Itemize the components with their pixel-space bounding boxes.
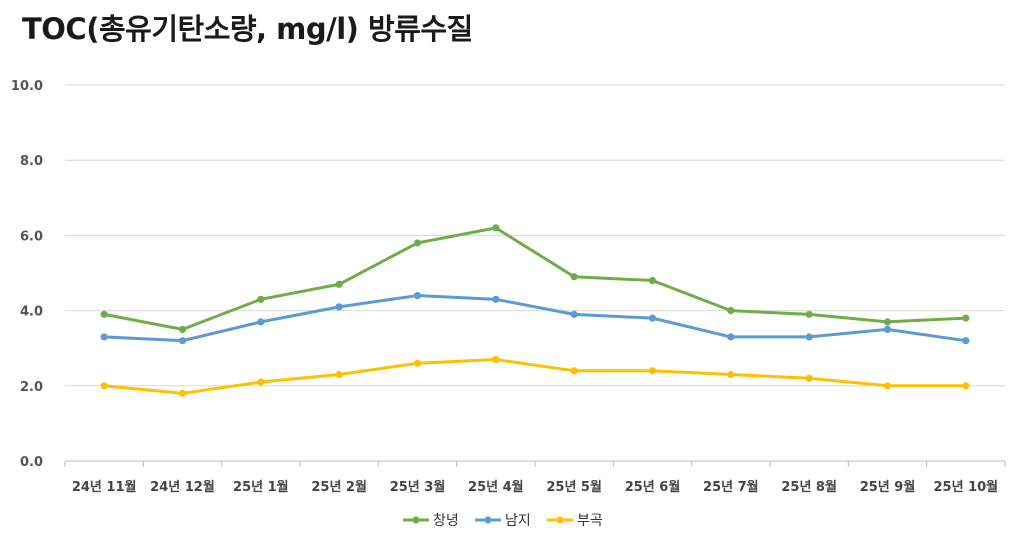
series-3 (100, 355, 970, 397)
data-point (962, 337, 970, 345)
data-point (100, 382, 108, 390)
legend: 창녕 남지 부곡 (403, 513, 603, 529)
x-tick-label: 24년 12월 (150, 479, 215, 495)
x-tick-label: 25년 7월 (703, 479, 759, 495)
data-point (805, 310, 813, 318)
y-tick-label: 2.0 (20, 380, 43, 395)
series-line (102, 226, 968, 331)
y-tick-label: 10.0 (11, 79, 43, 94)
data-point (962, 382, 970, 390)
legend-label: 창녕 (433, 513, 459, 529)
legend-point-marker (484, 516, 492, 524)
series-lines (100, 224, 970, 397)
x-tick-label: 25년 1월 (233, 479, 289, 495)
legend-point-marker (412, 516, 420, 524)
x-tick-label: 25년 3월 (390, 479, 446, 495)
data-point (883, 325, 892, 333)
y-tick-label: 8.0 (20, 154, 43, 169)
data-point (100, 333, 108, 341)
data-point (570, 367, 578, 375)
y-tick-label: 6.0 (20, 229, 43, 244)
data-point (883, 318, 892, 326)
y-tick-label: 4.0 (20, 305, 43, 320)
data-point (492, 224, 500, 232)
legend-item: 창녕 (403, 513, 459, 529)
legend-label: 부곡 (577, 513, 603, 529)
data-point (727, 333, 735, 341)
y-axis-ticks: 0.0 2.0 4.0 6.0 8.0 10.0 (11, 79, 43, 470)
data-point (648, 314, 657, 322)
data-point (178, 325, 187, 333)
x-tick-label: 25년 4월 (468, 479, 524, 495)
legend-item: 부곡 (547, 513, 603, 529)
x-tick-label: 25년 8월 (781, 479, 837, 495)
data-point (492, 295, 500, 303)
data-point (335, 370, 343, 379)
data-point (570, 273, 578, 281)
data-point (413, 359, 422, 367)
x-tick-label: 25년 2월 (311, 479, 367, 495)
x-tick-label: 24년 11월 (72, 479, 137, 495)
data-point (648, 276, 657, 285)
legend-item: 남지 (475, 513, 531, 529)
data-point (257, 378, 265, 386)
series-line (102, 357, 968, 395)
x-tick-label: 25년 6월 (625, 479, 681, 495)
gridlines (65, 84, 1005, 387)
data-point (805, 374, 813, 382)
data-point (805, 333, 813, 341)
data-point (257, 295, 265, 303)
x-axis-ticks: 24년 11월 24년 12월 25년 1월 25년 2월 25년 3월 25년 4월 25… (72, 479, 998, 495)
chart-title: TOC(총유기탄소량, mg/l) 방류수질 (22, 12, 473, 46)
legend-label: 남지 (505, 513, 531, 529)
data-point (962, 314, 970, 322)
data-point (648, 367, 657, 375)
data-point (100, 310, 108, 318)
data-point (570, 310, 578, 318)
data-point (883, 382, 892, 390)
data-point (257, 318, 265, 326)
series-line (102, 294, 968, 343)
series-1 (100, 224, 970, 333)
data-point (178, 337, 187, 345)
data-point (492, 355, 500, 364)
series-2 (100, 291, 970, 345)
legend-point-marker (556, 516, 564, 524)
data-point (413, 291, 422, 300)
y-tick-label: 0.0 (20, 455, 43, 470)
data-point (727, 370, 735, 379)
data-point (178, 389, 187, 397)
data-point (727, 307, 735, 315)
data-point (335, 280, 343, 288)
data-point (335, 303, 343, 311)
x-tick-label: 25년 5월 (546, 479, 602, 495)
x-tick-label: 25년 10월 (934, 479, 999, 495)
x-tick-label: 25년 9월 (860, 479, 916, 495)
x-axis (64, 460, 1006, 467)
data-point (413, 239, 422, 247)
